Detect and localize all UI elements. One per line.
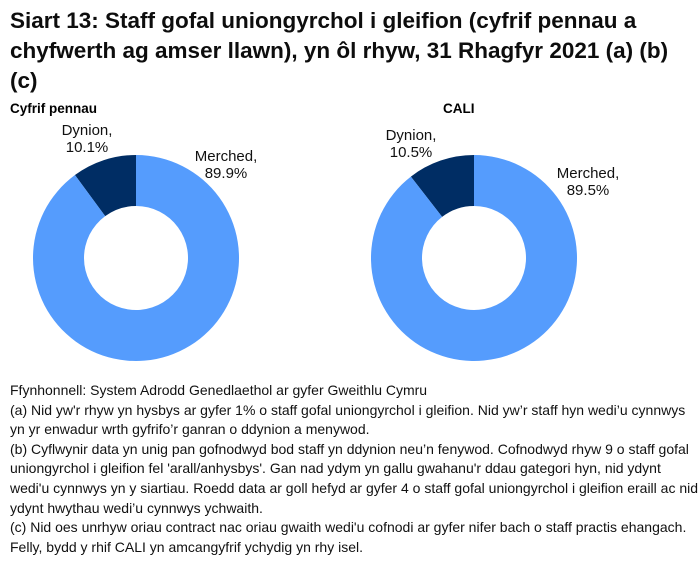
footnote-a: (a) Nid yw'r rhyw yn hysbys ar gyfer 1% … — [10, 401, 686, 438]
footnotes: Ffynhonnell: System Adrodd Genedlaethol … — [10, 381, 700, 557]
right-chart-subtitle: CALI — [443, 101, 475, 116]
label-category: Merched, — [556, 165, 620, 182]
slice-merched — [371, 155, 577, 362]
footnote-b: (b) Cyflwynir data yn unig pan gofnodwyd… — [10, 440, 699, 516]
donut-chart-cyfrif-pennau — [32, 155, 239, 361]
right-merched-label: Merched, 89.5% — [557, 165, 620, 199]
label-value: 89.5% — [566, 182, 610, 199]
chart-title: Siart 13: Staff gofal uniongyrchol i gle… — [10, 8, 669, 93]
source-note: Ffynhonnell: System Adrodd Genedlaethol … — [10, 382, 428, 398]
slice-dynion — [410, 155, 474, 217]
footnote-c: (c) Nid oes unrhyw oriau contract nac or… — [10, 519, 687, 555]
left-chart-subtitle: Cyfrif pennau — [10, 101, 98, 116]
slice-merched — [32, 155, 239, 361]
slice-dynion — [74, 155, 136, 217]
label-value: 89.9% — [204, 165, 248, 182]
label-value: 10.1% — [65, 139, 109, 156]
right-dynion-label: Dynion, 10.5% — [386, 127, 437, 161]
label-category: Dynion, — [385, 127, 437, 144]
left-dynion-label: Dynion, 10.1% — [62, 122, 113, 156]
label-category: Merched, — [194, 148, 258, 165]
left-merched-label: Merched, 89.9% — [195, 148, 258, 182]
donut-chart-cali — [371, 155, 577, 362]
label-value: 10.5% — [389, 144, 433, 161]
label-category: Dynion, — [61, 122, 113, 139]
